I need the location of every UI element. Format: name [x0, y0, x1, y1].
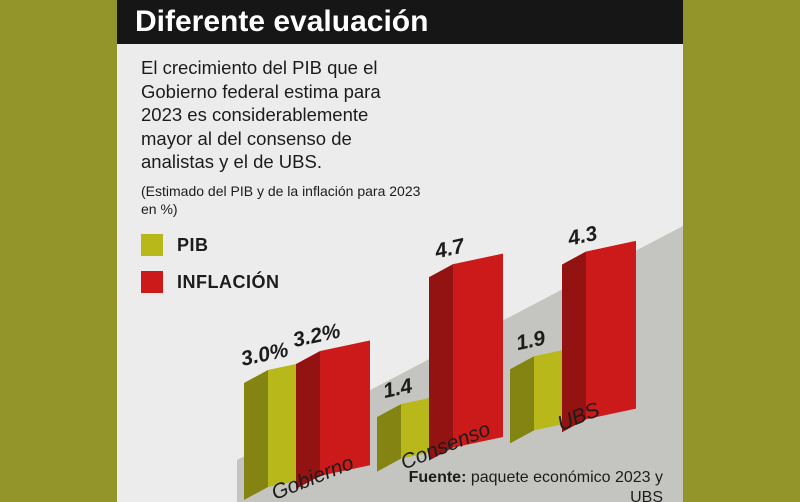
- value-label-inflación-gobierno: 3.2%: [291, 319, 343, 352]
- page-title: Diferente evaluación: [117, 0, 683, 44]
- bar-side-inflación-consenso: [429, 264, 453, 461]
- legend-label-inflacion: INFLACIÓN: [177, 271, 280, 292]
- bar-side-pib-ubs: [510, 356, 534, 444]
- legend-item-pib: PIB: [141, 234, 209, 256]
- source-text: paquete económico 2023 y UBS: [470, 469, 663, 502]
- legend-swatch-inflacion: [141, 271, 163, 293]
- bar-inflación-gobierno: [320, 340, 370, 476]
- bar-side-inflación-ubs: [562, 251, 586, 433]
- value-label-pib-gobierno: 3.0%: [239, 338, 291, 371]
- bar-inflación-consenso: [453, 253, 503, 448]
- infographic-panel: Diferente evaluación El crecimiento del …: [117, 0, 683, 502]
- bar-inflación-ubs: [586, 240, 636, 420]
- legend-label-pib: PIB: [177, 234, 209, 255]
- chart-subtitle: (Estimado del PIB y de la inflación para…: [141, 183, 421, 217]
- value-label-inflación-ubs: 4.3: [565, 222, 600, 251]
- legend-swatch-pib: [141, 234, 163, 256]
- legend-item-inflacion: INFLACIÓN: [141, 271, 280, 293]
- value-label-inflación-consenso: 4.7: [432, 234, 468, 263]
- bar-side-pib-gobierno: [244, 370, 268, 500]
- intro-text: El crecimiento del PIB que el Gobierno f…: [141, 57, 381, 172]
- source-label: Fuente:: [408, 469, 467, 486]
- source-note: Fuente: paquete económico 2023 y UBS: [403, 468, 663, 502]
- bar-side-inflación-gobierno: [296, 351, 320, 489]
- bar-side-pib-consenso: [377, 404, 401, 472]
